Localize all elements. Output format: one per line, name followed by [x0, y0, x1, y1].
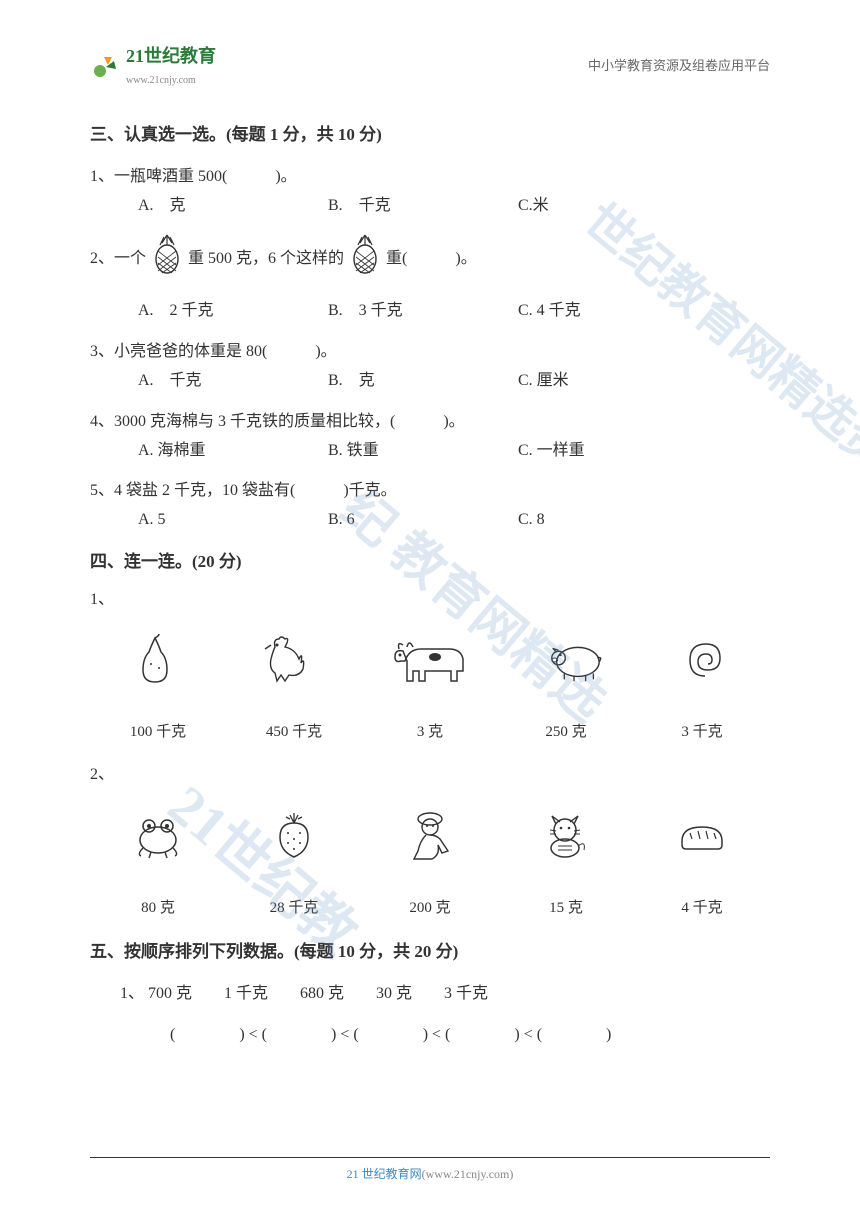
- question-stem-mid: 重 500 克，6 个这样的: [188, 245, 344, 274]
- option-c: C. 4 千克: [518, 297, 638, 326]
- question-3-2: 2、一个 重 500 克，6 个这样的 重( )。: [90, 233, 770, 286]
- section-3-title: 三、认真选一选。(每题 1 分，共 10 分): [90, 120, 770, 151]
- match-row-1-images: [90, 629, 770, 689]
- footer-text: 21 世纪教育网: [347, 1167, 422, 1181]
- match-label: 28 千克: [226, 895, 362, 922]
- section-4-title: 四、连一连。(20 分): [90, 547, 770, 578]
- match-label: 450 千克: [226, 719, 362, 746]
- option-a: A. 海棉重: [138, 437, 258, 466]
- option-a: A. 5: [138, 506, 258, 535]
- question-3-4: 4、3000 克海棉与 3 千克铁的质量相比较，( )。 A. 海棉重 B. 铁…: [90, 408, 770, 466]
- shell-icon: [675, 629, 735, 689]
- option-c: C. 一样重: [518, 437, 638, 466]
- frog-icon: [128, 805, 188, 865]
- section-5-title: 五、按顺序排列下列数据。(每题 10 分，共 20 分): [90, 937, 770, 968]
- sort-items: 700 克 1 千克 680 克 30 克 3 千克: [148, 985, 488, 1002]
- question-4-1-label: 1、: [90, 591, 114, 608]
- question-label: 1、: [120, 985, 144, 1002]
- question-3-3: 3、小亮爸爸的体重是 80( )。 A. 千克 B. 克 C. 厘米: [90, 338, 770, 396]
- logo-icon: [90, 49, 122, 81]
- option-b: B. 6: [328, 506, 448, 535]
- option-a: A. 2 千克: [138, 297, 258, 326]
- pig-icon: [545, 629, 605, 689]
- footer-url: (www.21cnjy.com): [422, 1167, 514, 1181]
- match-row-2-labels: 80 克 28 千克 200 克 15 克 4 千克: [90, 895, 770, 922]
- logo-area: 21世纪教育 www.21cnjy.com: [90, 40, 216, 90]
- match-label: 15 克: [498, 895, 634, 922]
- match-label: 4 千克: [634, 895, 770, 922]
- child-icon: [400, 805, 460, 865]
- option-b: B. 铁重: [328, 437, 448, 466]
- match-label: 3 千克: [634, 719, 770, 746]
- sort-blanks: ( ) < ( ) < ( ) < ( ) < ( ): [170, 1021, 770, 1050]
- option-b: B. 克: [328, 367, 448, 396]
- pineapple-icon: [348, 233, 382, 286]
- header-subtitle: 中小学教育资源及组卷应用平台: [588, 54, 770, 77]
- match-label: 200 克: [362, 895, 498, 922]
- page-footer: 21 世纪教育网(www.21cnjy.com): [90, 1157, 770, 1186]
- option-a: A. 千克: [138, 367, 258, 396]
- strawberry-icon: [264, 805, 324, 865]
- question-stem: 4、3000 克海棉与 3 千克铁的质量相比较，( )。: [90, 408, 770, 437]
- match-label: 80 克: [90, 895, 226, 922]
- logo-url: www.21cnjy.com: [126, 72, 216, 90]
- option-c: C. 厘米: [518, 367, 638, 396]
- option-b: B. 3 千克: [328, 297, 448, 326]
- logo-title: 21世纪教育: [126, 40, 216, 72]
- cow-icon: [385, 629, 475, 689]
- question-5-1: 1、 700 克 1 千克 680 克 30 克 3 千克: [120, 980, 770, 1009]
- question-3-1: 1、一瓶啤酒重 500( )。 A. 克 B. 千克 C.米: [90, 163, 770, 221]
- match-label: 100 千克: [90, 719, 226, 746]
- page-header: 21世纪教育 www.21cnjy.com 中小学教育资源及组卷应用平台: [90, 40, 770, 90]
- question-stem: 3、小亮爸爸的体重是 80( )。: [90, 338, 770, 367]
- option-c: C. 8: [518, 506, 638, 535]
- pineapple-icon: [150, 233, 184, 286]
- match-row-2-images: [90, 805, 770, 865]
- question-stem: 1、一瓶啤酒重 500( )。: [90, 163, 770, 192]
- bread-icon: [672, 805, 732, 865]
- match-row-1-labels: 100 千克 450 千克 3 克 250 克 3 千克: [90, 719, 770, 746]
- option-b: B. 千克: [328, 192, 448, 221]
- match-label: 3 克: [362, 719, 498, 746]
- question-stem-pre: 2、一个: [90, 245, 146, 274]
- pear-icon: [125, 629, 185, 689]
- question-stem-post: 重( )。: [386, 245, 477, 274]
- match-label: 250 克: [498, 719, 634, 746]
- rooster-icon: [255, 629, 315, 689]
- option-c: C.米: [518, 192, 638, 221]
- option-a: A. 克: [138, 192, 258, 221]
- question-3-5: 5、4 袋盐 2 千克，10 袋盐有( )千克。 A. 5 B. 6 C. 8: [90, 477, 770, 535]
- cat-icon: [536, 805, 596, 865]
- question-4-2-label: 2、: [90, 761, 770, 790]
- question-stem: 5、4 袋盐 2 千克，10 袋盐有( )千克。: [90, 477, 770, 506]
